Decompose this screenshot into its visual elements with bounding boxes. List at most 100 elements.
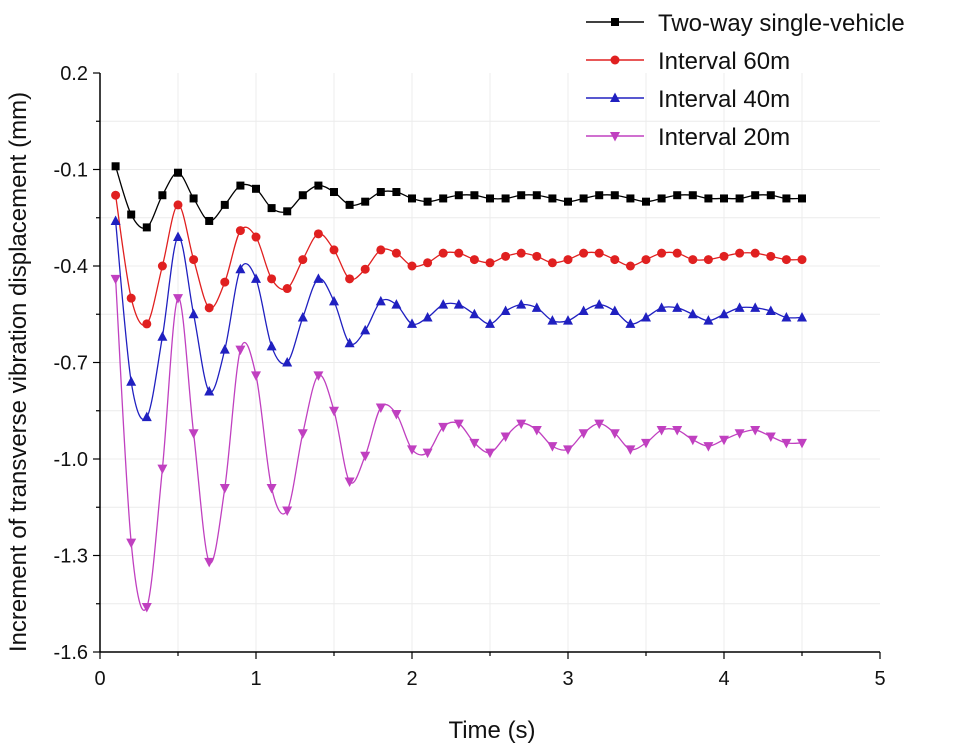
data-point xyxy=(516,419,527,430)
data-point xyxy=(251,232,261,242)
data-point xyxy=(298,255,308,265)
data-point xyxy=(157,261,167,271)
data-point xyxy=(407,318,417,328)
data-point xyxy=(766,251,776,261)
data-point xyxy=(391,299,402,309)
data-point xyxy=(531,426,542,436)
data-point xyxy=(375,295,386,306)
data-point xyxy=(438,248,448,258)
data-point xyxy=(782,194,791,203)
x-tick-label: 4 xyxy=(718,668,729,690)
data-point xyxy=(547,258,557,268)
legend-label: Interval 60m xyxy=(658,48,790,75)
data-point xyxy=(641,438,651,449)
data-point xyxy=(531,302,542,312)
data-point xyxy=(174,168,182,177)
data-point xyxy=(266,340,277,351)
data-point xyxy=(797,311,807,322)
data-point xyxy=(204,557,215,568)
x-tick-label: 1 xyxy=(250,668,261,690)
legend-marker xyxy=(610,132,620,142)
data-point xyxy=(578,305,589,316)
data-point xyxy=(703,255,713,265)
x-tick-label: 3 xyxy=(562,668,573,690)
data-point xyxy=(329,245,339,255)
data-point xyxy=(360,451,371,462)
data-point xyxy=(548,194,557,203)
y-axis-title: Increment of transverse vibration displa… xyxy=(5,92,32,652)
data-point xyxy=(110,215,121,225)
data-point xyxy=(142,223,151,232)
data-point xyxy=(703,442,714,452)
data-point xyxy=(252,184,260,193)
data-point xyxy=(345,274,355,284)
series-layer xyxy=(110,162,807,613)
data-point xyxy=(111,190,121,200)
data-point xyxy=(719,308,729,319)
data-point xyxy=(470,191,479,200)
data-point xyxy=(251,273,261,283)
data-point xyxy=(626,194,635,203)
data-point xyxy=(204,385,215,396)
data-point xyxy=(609,429,620,439)
legend-marker xyxy=(610,92,620,102)
data-point xyxy=(516,299,527,309)
data-point xyxy=(750,248,760,258)
data-point xyxy=(313,273,324,283)
data-point xyxy=(532,191,541,200)
data-point xyxy=(408,194,416,203)
data-point xyxy=(126,538,137,549)
data-point xyxy=(189,255,199,265)
data-point xyxy=(438,422,449,433)
data-point xyxy=(547,442,558,452)
data-point xyxy=(610,191,619,200)
data-point xyxy=(594,419,605,430)
data-point xyxy=(594,299,605,309)
data-point xyxy=(282,357,293,367)
data-point xyxy=(345,200,354,209)
data-point xyxy=(798,194,806,203)
data-point xyxy=(673,191,682,200)
series-group xyxy=(111,190,807,329)
legend-label: Two-way single-vehicle xyxy=(658,10,905,37)
data-point xyxy=(127,210,136,219)
data-point xyxy=(500,432,511,442)
data-point xyxy=(188,308,199,319)
data-point xyxy=(532,251,542,261)
legend-entry: Interval 40m xyxy=(586,86,790,113)
data-point xyxy=(173,200,183,210)
data-point xyxy=(688,191,697,200)
data-point xyxy=(407,261,417,271)
data-point xyxy=(407,445,417,455)
data-point xyxy=(235,263,246,274)
data-point xyxy=(188,429,199,439)
data-point xyxy=(485,318,495,328)
data-point xyxy=(204,303,214,313)
data-point xyxy=(485,448,495,459)
data-point xyxy=(314,181,323,190)
data-point xyxy=(438,299,449,309)
data-point xyxy=(765,305,776,316)
data-point xyxy=(391,409,402,420)
data-point xyxy=(750,302,761,312)
data-point xyxy=(330,188,338,197)
data-point xyxy=(564,197,572,206)
data-point xyxy=(672,248,682,258)
data-point xyxy=(469,308,480,319)
data-point xyxy=(625,261,635,271)
data-point xyxy=(734,429,745,439)
data-point xyxy=(453,419,464,430)
data-point xyxy=(235,226,245,236)
series-group xyxy=(110,274,807,613)
data-point xyxy=(719,435,729,446)
data-point xyxy=(298,191,307,200)
data-point xyxy=(126,293,136,303)
data-point xyxy=(267,204,276,213)
x-tick-label: 5 xyxy=(874,668,885,690)
legend-entry: Interval 60m xyxy=(586,48,790,75)
data-point xyxy=(126,376,137,386)
data-point xyxy=(189,194,198,203)
data-point xyxy=(251,371,261,381)
series-group xyxy=(111,162,806,232)
